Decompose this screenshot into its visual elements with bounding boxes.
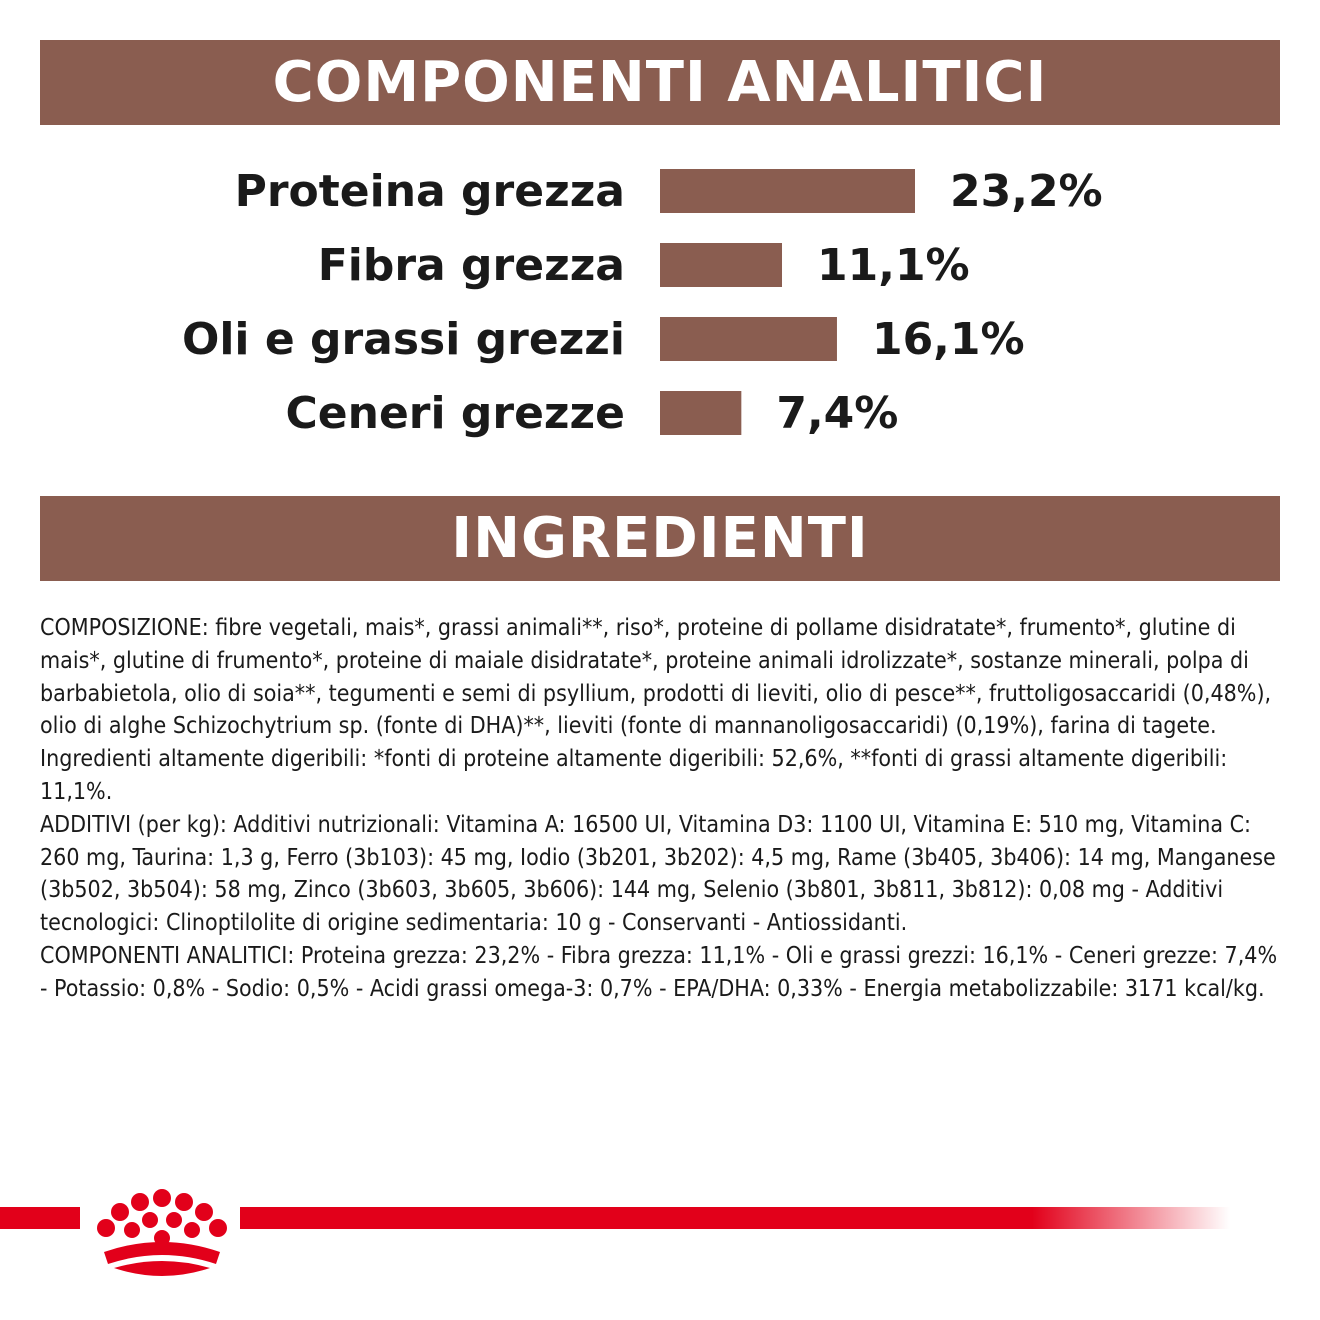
analytical-components-chart: Proteina grezza 23,2% Fibra grezza 11,1% Oli… [182,166,1103,439]
additives-text: ADDITIVI (per kg): Additivi nutrizionali… [40,811,1276,937]
value-label: 7,4% [776,388,898,439]
category-label: Oli e grassi grezzi [182,314,625,365]
bar [660,243,783,287]
components-section-banner: COMPONENTI ANALITICI [40,40,1280,125]
bar [660,391,742,435]
footer-red-line-right [240,1207,1230,1229]
value-label: 23,2% [950,166,1103,217]
category-label: Ceneri grezze [286,388,626,439]
bar [660,169,915,213]
category-label: Proteina grezza [235,166,625,217]
value-label: 11,1% [817,240,970,291]
ingredients-section-banner: INGREDIENTI [40,496,1280,581]
crown-icon [97,1189,227,1276]
category-label: Fibra grezza [318,240,625,291]
value-label: 16,1% [872,314,1025,365]
ingredients-text-block: COMPOSIZIONE: fibre vegetali, mais*, gra… [40,612,1280,1006]
footer-red-line-left [0,1207,80,1229]
composition-text: COMPOSIZIONE: fibre vegetali, mais*, gra… [40,615,1272,805]
analytical-components-text: COMPONENTI ANALITICI: Proteina grezza: 2… [40,942,1278,1002]
bar [660,317,837,361]
